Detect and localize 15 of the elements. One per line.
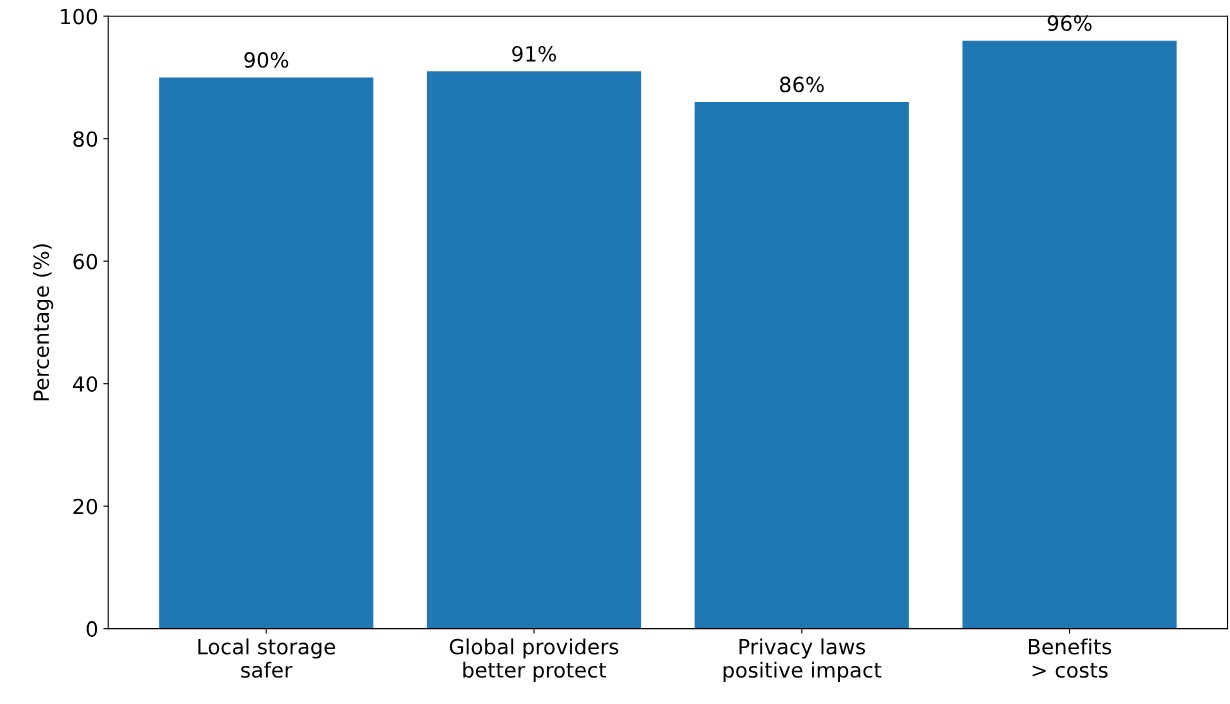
x-tick-label: Global providers better protect [449,638,619,682]
x-tick-label: Local storage safer [198,638,335,678]
y-axis-title: Percentage (%) [33,244,54,401]
y-tick-label: 0 [86,621,98,637]
y-tick-label: 40 [73,376,98,392]
y-tick-label: 20 [73,498,98,515]
y-tick-label: 80 [73,131,98,147]
data-label: 91% [512,45,557,62]
y-tick-label: 100 [61,8,98,25]
x-tick-label: Benefits > costs [1028,638,1112,678]
data-label: 96% [1047,15,1092,32]
y-tick-label: 60 [73,253,98,270]
data-label: 90% [244,52,289,68]
data-label: 86% [780,76,824,93]
x-tick-label: Privacy laws positive impact [723,638,882,682]
